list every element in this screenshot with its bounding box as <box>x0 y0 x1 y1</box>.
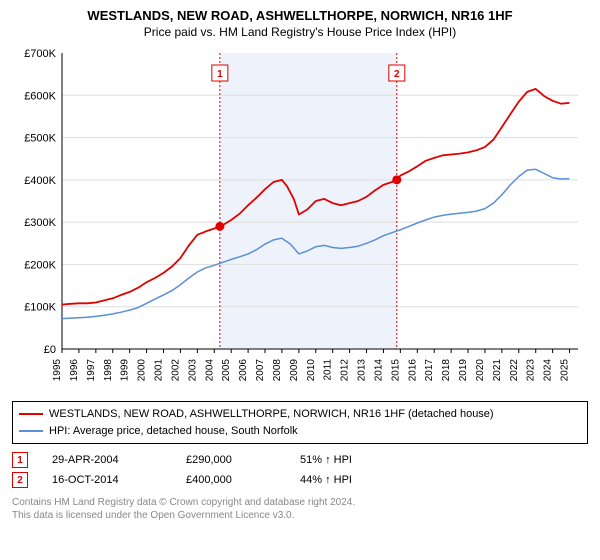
legend-row: WESTLANDS, NEW ROAD, ASHWELLTHORPE, NORW… <box>19 406 581 423</box>
svg-text:2013: 2013 <box>357 359 368 382</box>
line-chart-svg: £0 £100K £200K £300K £400K £500K £600K £700K 199… <box>12 45 588 395</box>
legend-swatch <box>19 413 43 415</box>
svg-text:1997: 1997 <box>86 359 97 382</box>
svg-text:2021: 2021 <box>492 359 503 382</box>
svg-text:2018: 2018 <box>441 359 452 382</box>
svg-text:2003: 2003 <box>187 359 198 382</box>
footer-line-2: This data is licensed under the Open Gov… <box>12 509 588 522</box>
svg-text:£500K: £500K <box>24 133 56 145</box>
legend-box: WESTLANDS, NEW ROAD, ASHWELLTHORPE, NORW… <box>12 401 588 444</box>
svg-text:2: 2 <box>394 69 400 80</box>
svg-text:2010: 2010 <box>306 359 317 382</box>
svg-text:1999: 1999 <box>120 359 131 382</box>
sales-table: 1 29-APR-2004 £290,000 51% ↑ HPI 2 16-OCT-201… <box>12 450 588 490</box>
sale-marker-box: 2 <box>12 472 28 488</box>
svg-text:2002: 2002 <box>170 359 181 382</box>
svg-text:1: 1 <box>217 69 223 80</box>
svg-text:£600K: £600K <box>24 90 56 102</box>
sale-price: £400,000 <box>186 474 276 486</box>
sale-pct: 44% ↑ HPI <box>300 474 410 486</box>
svg-text:1998: 1998 <box>103 359 114 382</box>
svg-text:2007: 2007 <box>255 359 266 382</box>
svg-text:2025: 2025 <box>560 359 571 382</box>
svg-text:2001: 2001 <box>154 359 165 382</box>
legend-label: WESTLANDS, NEW ROAD, ASHWELLTHORPE, NORW… <box>49 406 494 423</box>
svg-text:£300K: £300K <box>24 217 56 229</box>
svg-text:2017: 2017 <box>424 359 435 382</box>
svg-text:2014: 2014 <box>373 359 384 382</box>
svg-text:2005: 2005 <box>221 359 232 382</box>
svg-text:2009: 2009 <box>289 359 300 382</box>
svg-text:2004: 2004 <box>204 359 215 382</box>
svg-text:£0: £0 <box>44 344 56 356</box>
legend-row: HPI: Average price, detached house, Sout… <box>19 423 581 440</box>
chart-container: WESTLANDS, NEW ROAD, ASHWELLTHORPE, NORW… <box>0 0 600 560</box>
footer-attribution: Contains HM Land Registry data © Crown c… <box>12 496 588 522</box>
svg-text:2012: 2012 <box>340 359 351 382</box>
sale-date: 29-APR-2004 <box>52 454 162 466</box>
svg-text:2000: 2000 <box>137 359 148 382</box>
legend-swatch <box>19 430 43 432</box>
svg-text:£400K: £400K <box>24 175 56 187</box>
sale-date: 16-OCT-2014 <box>52 474 162 486</box>
svg-text:2006: 2006 <box>238 359 249 382</box>
sale-price: £290,000 <box>186 454 276 466</box>
svg-text:£100K: £100K <box>24 302 56 314</box>
svg-text:£200K: £200K <box>24 259 56 271</box>
svg-text:2016: 2016 <box>407 359 418 382</box>
legend-label: HPI: Average price, detached house, Sout… <box>49 423 298 440</box>
sale-pct: 51% ↑ HPI <box>300 454 410 466</box>
sales-row: 2 16-OCT-2014 £400,000 44% ↑ HPI <box>12 470 588 490</box>
footer-line-1: Contains HM Land Registry data © Crown c… <box>12 496 588 509</box>
svg-text:2008: 2008 <box>272 359 283 382</box>
svg-text:2024: 2024 <box>543 359 554 382</box>
sale-marker-box: 1 <box>12 452 28 468</box>
svg-text:£700K: £700K <box>24 48 56 60</box>
svg-text:2020: 2020 <box>475 359 486 382</box>
chart-area: £0 £100K £200K £300K £400K £500K £600K £700K 199… <box>12 45 588 395</box>
svg-text:1996: 1996 <box>69 359 80 382</box>
chart-subtitle: Price paid vs. HM Land Registry's House … <box>12 25 588 39</box>
svg-text:2019: 2019 <box>458 359 469 382</box>
svg-text:2022: 2022 <box>509 359 520 382</box>
chart-title: WESTLANDS, NEW ROAD, ASHWELLTHORPE, NORW… <box>12 8 588 23</box>
sales-row: 1 29-APR-2004 £290,000 51% ↑ HPI <box>12 450 588 470</box>
svg-text:2023: 2023 <box>526 359 537 382</box>
svg-text:1995: 1995 <box>52 359 63 382</box>
svg-text:2015: 2015 <box>390 359 401 382</box>
svg-text:2011: 2011 <box>323 359 334 381</box>
